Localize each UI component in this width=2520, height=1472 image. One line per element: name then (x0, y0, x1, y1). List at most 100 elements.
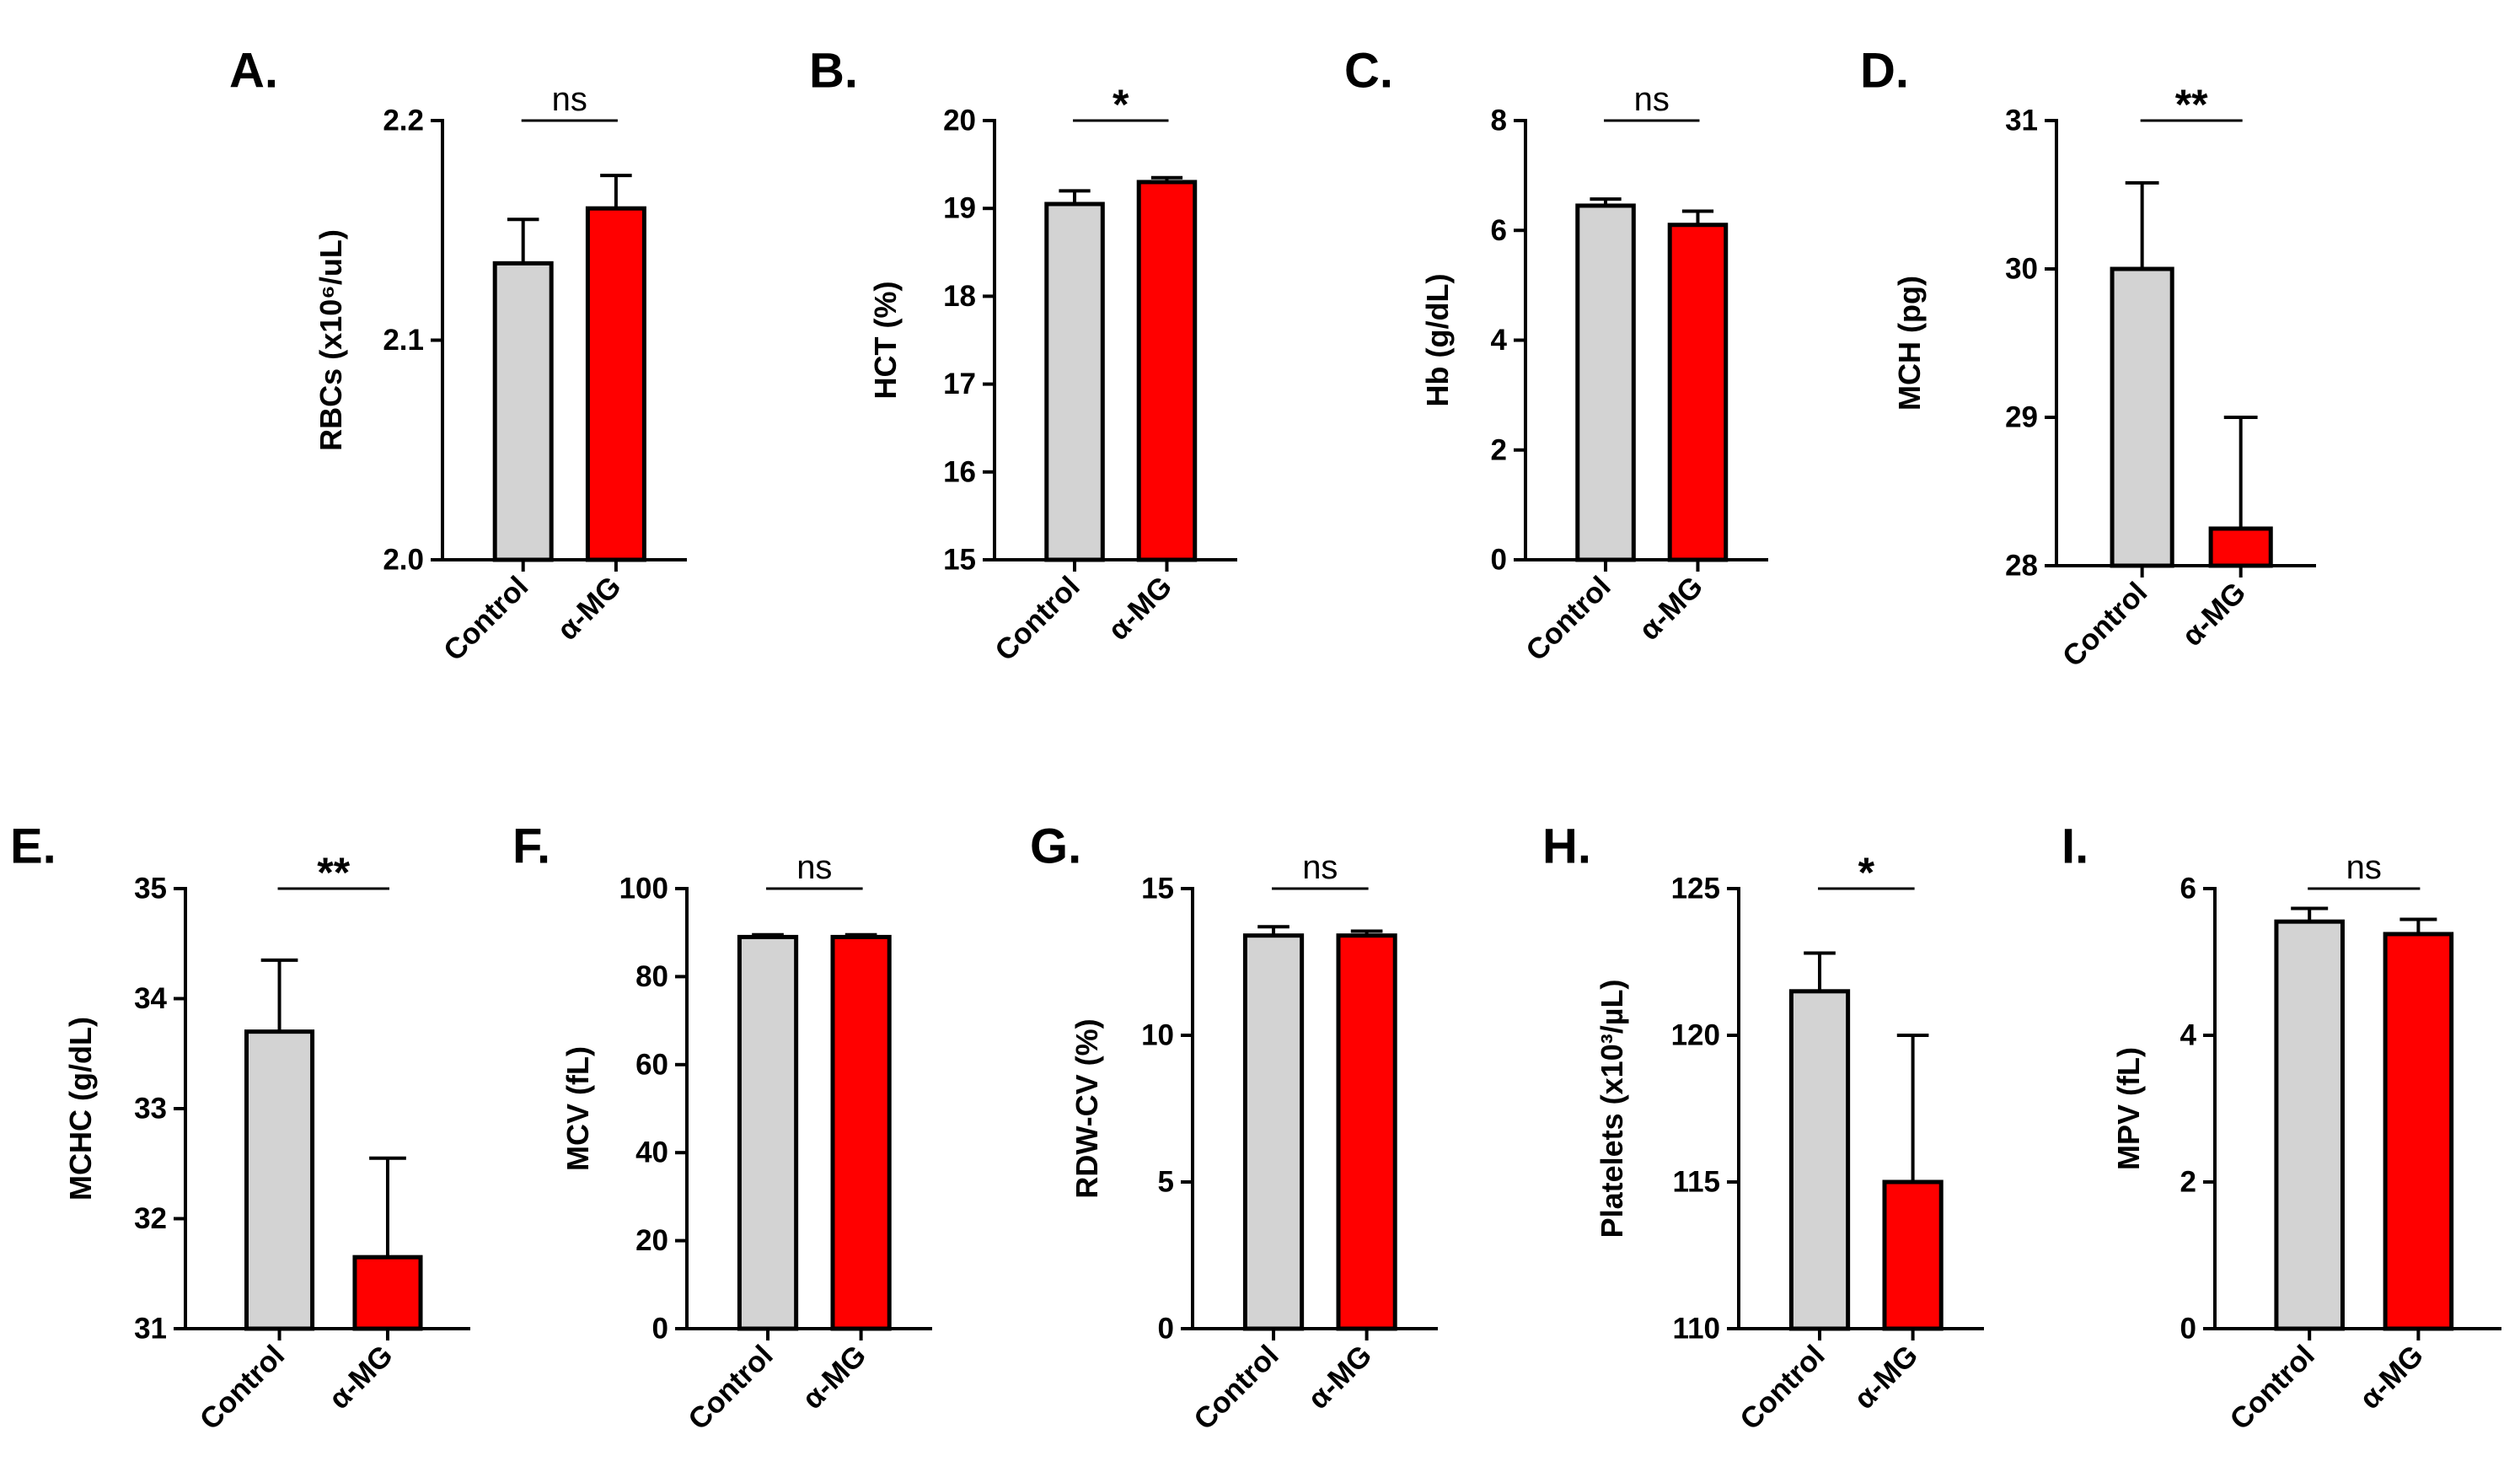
panel-letter: H. (1542, 819, 1591, 874)
x-tick-label: α-MG (1847, 1339, 1924, 1416)
bar-control (2110, 266, 2174, 568)
significance-label: ** (317, 849, 350, 896)
y-tick-label: 15 (943, 544, 976, 577)
x-tick-label: α-MG (1102, 570, 1178, 647)
bar-treatment (1136, 180, 1198, 562)
x-tick-label: Control (1520, 570, 1617, 668)
bar-control (492, 261, 554, 562)
chart-panel-4: D. 28 29 30 31 Control α-MG MCH (pg) ** (1860, 44, 2316, 674)
y-tick-label: 100 (619, 873, 668, 905)
y-axis-label: Hb (g/dL) (1420, 274, 1455, 407)
panel-letter: G. (1030, 819, 1081, 874)
y-tick-label: 33 (134, 1093, 167, 1125)
panel-letter: B. (809, 44, 858, 99)
chart-panel-2: B. 15 16 17 18 19 20 Control α-MG HCT (%) * (809, 44, 1237, 668)
panel-letter: D. (1860, 44, 1909, 99)
bar-control (244, 1029, 315, 1331)
y-tick-label: 15 (1141, 873, 1174, 905)
x-tick-label: α-MG (323, 1339, 399, 1416)
significance-label: * (1113, 81, 1129, 128)
y-tick-label: 0 (2180, 1313, 2196, 1346)
bar-treatment (830, 934, 892, 1331)
bar-control (1044, 201, 1105, 562)
bar-control (1575, 203, 1636, 562)
y-tick-label: 6 (2180, 873, 2196, 905)
y-tick-label: 31 (2005, 105, 2038, 137)
x-tick-label: Control (682, 1339, 780, 1437)
y-tick-label: 0 (1491, 544, 1507, 577)
y-axis-label: RBCs (x10⁶/uL) (314, 229, 348, 451)
y-tick-label: 5 (1158, 1166, 1174, 1199)
panel-letter: E. (10, 819, 56, 874)
y-tick-label: 30 (2005, 253, 2038, 286)
x-tick-label: Control (989, 570, 1086, 668)
y-tick-label: 32 (134, 1202, 167, 1235)
x-tick-label: α-MG (1301, 1339, 1378, 1416)
x-tick-label: α-MG (2175, 576, 2252, 653)
bar-control (1788, 989, 1851, 1331)
y-tick-label: 29 (2005, 401, 2038, 434)
x-tick-label: Control (2056, 576, 2154, 674)
y-tick-label: 19 (943, 192, 976, 225)
bar-control (1242, 933, 1305, 1331)
chart-panel-1: A. 2.0 2.1 2.2 Control α-MG RBCs (x10⁶/uL) ns (229, 44, 687, 668)
y-tick-label: 20 (943, 105, 976, 137)
significance-label: ns (2346, 849, 2382, 886)
significance-label: ns (552, 81, 587, 118)
y-tick-label: 8 (1491, 105, 1507, 137)
chart-panel-8: H. 110 115 120 125 Control α-MG Platelets (x10³… (1542, 819, 1984, 1437)
bar-control (2274, 919, 2345, 1331)
panel-letter: I. (2062, 819, 2088, 874)
bar-treatment (352, 1254, 423, 1331)
y-tick-label: 6 (1491, 214, 1507, 247)
y-axis-label: MPV (fL) (2111, 1047, 2146, 1170)
y-tick-label: 80 (635, 960, 668, 993)
y-tick-label: 4 (2180, 1019, 2197, 1052)
x-tick-label: Control (1734, 1339, 1831, 1437)
x-tick-label: α-MG (796, 1339, 872, 1416)
y-axis-label: Platelets (x10³/µL) (1595, 980, 1629, 1238)
y-tick-label: 40 (635, 1136, 668, 1169)
y-tick-label: 31 (134, 1313, 167, 1346)
bar-treatment (585, 206, 646, 562)
chart-panel-3: C. 0 2 4 6 8 Control α-MG Hb (g/dL) ns (1344, 44, 1768, 668)
chart-panel-9: I. 0 2 4 6 Control α-MG MPV (fL) ns (2062, 819, 2501, 1437)
y-axis-label: MCV (fL) (560, 1046, 595, 1171)
y-tick-label: 34 (134, 982, 167, 1015)
x-tick-label: Control (194, 1339, 292, 1437)
bar-treatment (2208, 526, 2273, 568)
y-tick-label: 0 (652, 1313, 668, 1346)
y-tick-label: 60 (635, 1048, 668, 1081)
x-tick-label: Control (1188, 1339, 1285, 1437)
bar-control (737, 934, 799, 1331)
y-axis-label: HCT (%) (868, 282, 903, 400)
y-tick-label: 28 (2005, 550, 2038, 583)
bar-treatment (1667, 223, 1729, 562)
y-tick-label: 17 (943, 368, 976, 400)
y-tick-label: 125 (1671, 873, 1720, 905)
significance-label: ns (1634, 81, 1670, 118)
chart-panel-7: G. 0 5 10 15 Control α-MG RDW-CV (%) ns (1030, 819, 1438, 1437)
y-tick-label: 120 (1671, 1019, 1720, 1052)
y-tick-label: 16 (943, 455, 976, 488)
x-tick-label: α-MG (1633, 570, 1709, 647)
panel-letter: F. (512, 819, 550, 874)
chart-panel-6: F. 0 20 40 60 80 100 Control α-MG MCV (fL) ns (512, 819, 932, 1437)
y-axis-label: MCHC (g/dL) (63, 1017, 98, 1201)
panel-letter: C. (1344, 44, 1393, 99)
bar-treatment (2383, 932, 2454, 1331)
bar-treatment (1882, 1179, 1944, 1331)
y-tick-label: 35 (134, 873, 167, 905)
significance-label: ns (1302, 849, 1338, 886)
y-tick-label: 18 (943, 280, 976, 313)
y-tick-label: 10 (1141, 1019, 1174, 1052)
y-tick-label: 115 (1673, 1166, 1720, 1199)
y-tick-label: 4 (1491, 324, 1508, 357)
y-tick-label: 2 (1491, 433, 1507, 466)
y-axis-label: MCH (pg) (1892, 276, 1927, 411)
y-tick-label: 2.0 (383, 544, 424, 577)
x-tick-label: α-MG (2353, 1339, 2430, 1416)
x-tick-label: Control (2223, 1339, 2321, 1437)
bar-treatment (1336, 933, 1397, 1331)
significance-label: ns (796, 849, 832, 886)
